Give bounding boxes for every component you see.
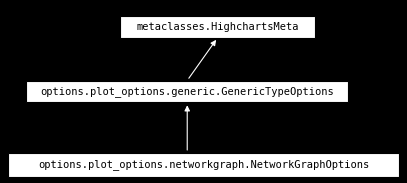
Text: metaclasses.HighchartsMeta: metaclasses.HighchartsMeta xyxy=(136,22,299,31)
FancyBboxPatch shape xyxy=(120,16,315,38)
FancyBboxPatch shape xyxy=(8,153,399,177)
FancyBboxPatch shape xyxy=(26,81,348,102)
Text: options.plot_options.generic.GenericTypeOptions: options.plot_options.generic.GenericType… xyxy=(40,86,334,97)
Text: options.plot_options.networkgraph.NetworkGraphOptions: options.plot_options.networkgraph.Networ… xyxy=(38,159,369,170)
